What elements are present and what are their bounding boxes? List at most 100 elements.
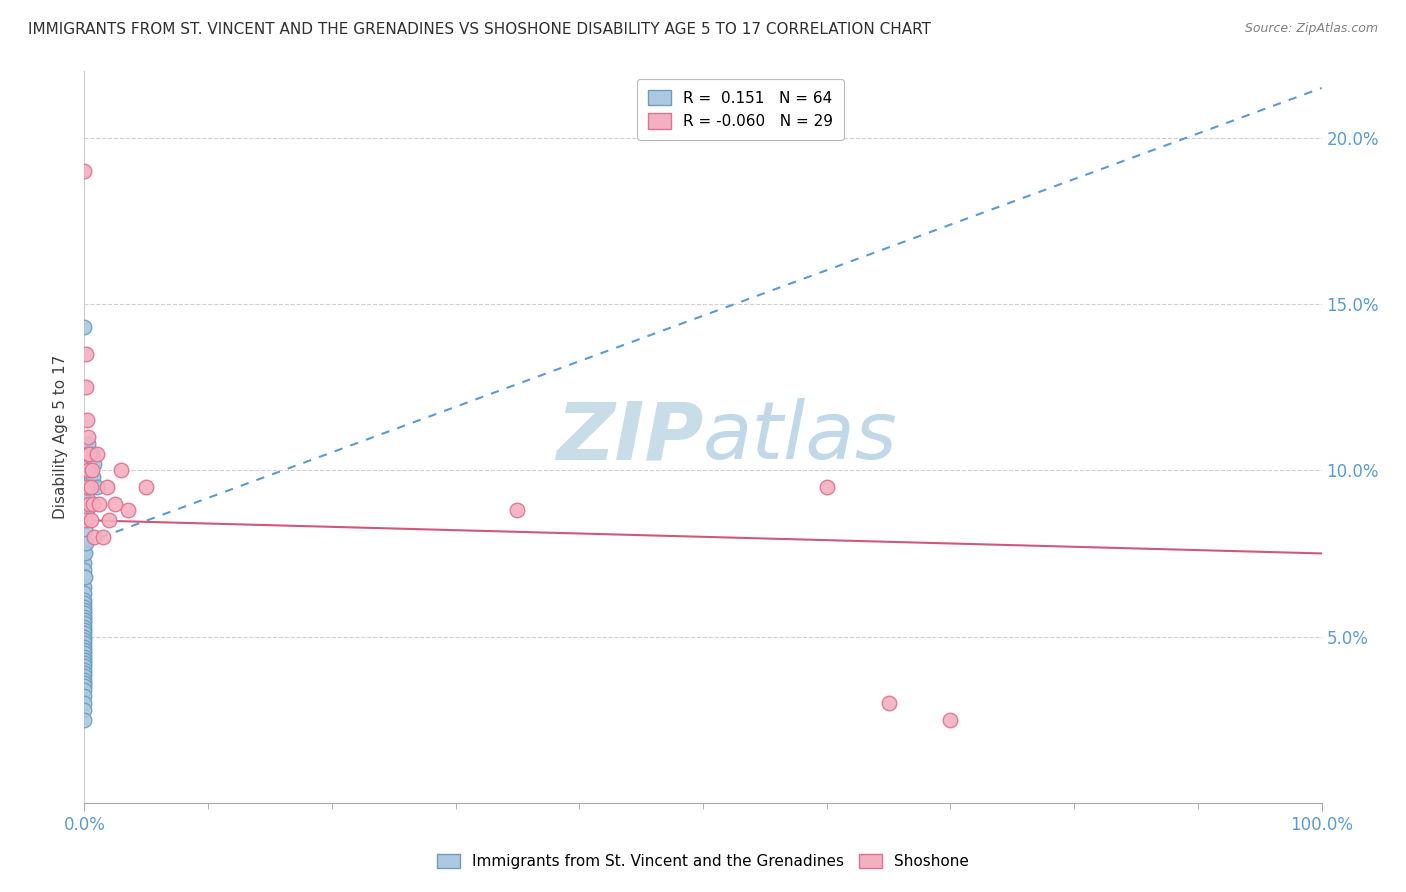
Point bbox=[73, 546, 96, 560]
Point bbox=[77, 457, 100, 471]
Point bbox=[73, 713, 96, 727]
Point bbox=[73, 580, 96, 594]
Point bbox=[89, 497, 111, 511]
Point bbox=[73, 546, 96, 560]
Point bbox=[75, 513, 97, 527]
Point bbox=[98, 513, 121, 527]
Point bbox=[75, 503, 97, 517]
Point bbox=[73, 643, 96, 657]
Point bbox=[79, 447, 101, 461]
Point bbox=[73, 480, 96, 494]
Point bbox=[110, 463, 132, 477]
Point bbox=[73, 659, 96, 673]
Point bbox=[135, 480, 157, 494]
Point bbox=[73, 666, 96, 681]
Point bbox=[79, 480, 101, 494]
Point bbox=[73, 616, 96, 631]
Point bbox=[83, 530, 105, 544]
Point bbox=[75, 536, 97, 550]
Legend: R =  0.151   N = 64, R = -0.060   N = 29: R = 0.151 N = 64, R = -0.060 N = 29 bbox=[637, 79, 844, 140]
Point bbox=[76, 490, 98, 504]
Point bbox=[96, 480, 118, 494]
Point bbox=[75, 347, 97, 361]
Point bbox=[73, 607, 96, 621]
Point bbox=[73, 623, 96, 637]
Point bbox=[73, 690, 96, 704]
Y-axis label: Disability Age 5 to 17: Disability Age 5 to 17 bbox=[53, 355, 69, 519]
Point bbox=[76, 480, 98, 494]
Point bbox=[79, 513, 101, 527]
Point bbox=[73, 609, 96, 624]
Point bbox=[73, 599, 96, 614]
Point bbox=[73, 320, 96, 334]
Text: IMMIGRANTS FROM ST. VINCENT AND THE GRENADINES VS SHOSHONE DISABILITY AGE 5 TO 1: IMMIGRANTS FROM ST. VINCENT AND THE GREN… bbox=[28, 22, 931, 37]
Point bbox=[73, 640, 96, 654]
Point bbox=[75, 457, 97, 471]
Point bbox=[73, 636, 96, 650]
Point bbox=[73, 669, 96, 683]
Point bbox=[939, 713, 962, 727]
Point bbox=[506, 503, 529, 517]
Point bbox=[86, 480, 108, 494]
Point bbox=[76, 503, 98, 517]
Point bbox=[86, 447, 108, 461]
Point bbox=[75, 470, 97, 484]
Point bbox=[73, 593, 96, 607]
Point bbox=[73, 164, 96, 178]
Point bbox=[73, 680, 96, 694]
Text: Source: ZipAtlas.com: Source: ZipAtlas.com bbox=[1244, 22, 1378, 36]
Point bbox=[82, 470, 104, 484]
Point bbox=[76, 447, 98, 461]
Point bbox=[117, 503, 139, 517]
Point bbox=[75, 480, 97, 494]
Point bbox=[73, 632, 96, 647]
Point bbox=[73, 663, 96, 677]
Point bbox=[77, 436, 100, 450]
Point bbox=[73, 523, 96, 537]
Point bbox=[77, 497, 100, 511]
Point bbox=[73, 570, 96, 584]
Point bbox=[76, 413, 98, 427]
Point bbox=[73, 619, 96, 633]
Point bbox=[80, 463, 103, 477]
Point bbox=[73, 682, 96, 697]
Point bbox=[75, 380, 97, 394]
Point bbox=[104, 497, 127, 511]
Point bbox=[73, 626, 96, 640]
Point bbox=[73, 696, 96, 710]
Point bbox=[73, 603, 96, 617]
Point bbox=[73, 503, 96, 517]
Point bbox=[73, 596, 96, 610]
Point bbox=[815, 480, 838, 494]
Point bbox=[82, 497, 104, 511]
Point bbox=[877, 696, 900, 710]
Point bbox=[76, 480, 98, 494]
Point bbox=[73, 656, 96, 670]
Point bbox=[91, 530, 114, 544]
Point bbox=[73, 646, 96, 660]
Point bbox=[76, 447, 98, 461]
Point bbox=[80, 447, 103, 461]
Point bbox=[73, 630, 96, 644]
Point bbox=[73, 557, 96, 571]
Point bbox=[73, 513, 96, 527]
Point bbox=[77, 463, 100, 477]
Text: ZIP: ZIP bbox=[555, 398, 703, 476]
Point bbox=[73, 570, 96, 584]
Point bbox=[79, 480, 101, 494]
Point bbox=[73, 613, 96, 627]
Point bbox=[73, 653, 96, 667]
Point bbox=[77, 430, 100, 444]
Point bbox=[73, 649, 96, 664]
Legend: Immigrants from St. Vincent and the Grenadines, Shoshone: Immigrants from St. Vincent and the Gren… bbox=[430, 848, 976, 875]
Point bbox=[73, 536, 96, 550]
Text: atlas: atlas bbox=[703, 398, 898, 476]
Point bbox=[73, 676, 96, 690]
Point bbox=[83, 457, 105, 471]
Point bbox=[75, 497, 97, 511]
Point bbox=[73, 703, 96, 717]
Point bbox=[73, 563, 96, 577]
Point bbox=[73, 673, 96, 687]
Point bbox=[79, 470, 101, 484]
Point bbox=[73, 586, 96, 600]
